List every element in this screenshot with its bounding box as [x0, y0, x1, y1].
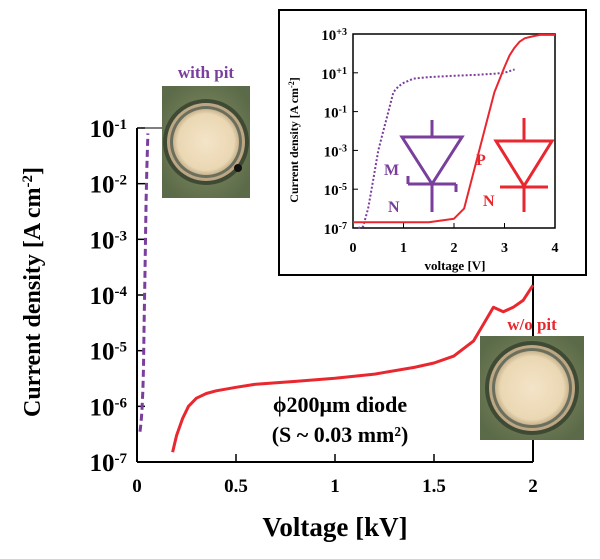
inset-x-axis-label: voltage [V]: [424, 258, 485, 273]
main-y-axis-label: Current density [A cm-2]: [20, 167, 46, 417]
y-tick-label: 10-5: [324, 182, 347, 200]
pit-defect-marker: [234, 164, 242, 172]
x-tick-label: 1.5: [422, 476, 446, 497]
y-tick-label: 10-4: [90, 283, 128, 310]
x-tick-label: 1: [330, 476, 340, 497]
series-line-without-pit: [171, 284, 535, 453]
x-tick-label: 3: [501, 241, 508, 256]
main-x-axis-label: Voltage [kV]: [262, 512, 407, 542]
x-tick-label: 0: [132, 476, 142, 497]
y-tick-label: 10+3: [321, 27, 347, 45]
with-pit-label: with pit: [178, 63, 235, 82]
y-tick-label: 10-3: [90, 227, 128, 254]
y-tick-label: 10-7: [324, 221, 347, 239]
y-tick-label: 10-6: [90, 394, 128, 421]
x-tick-label: 0: [350, 241, 357, 256]
pn-bottom-label: N: [483, 193, 495, 210]
series-line-with-pit: [138, 133, 150, 432]
schottky-top-label: M: [384, 162, 399, 179]
y-tick-label: 10-5: [90, 339, 128, 366]
series-line-without-pit: [353, 33, 555, 224]
y-tick-label: 10-1: [90, 116, 128, 143]
y-tick-label: 10-2: [90, 172, 128, 199]
pn-top-label: P: [476, 152, 486, 169]
pn-diode-symbol: [493, 118, 555, 212]
main-plot: 10-1 10-2 10-3 10-4 10-5 10-6 10-7 0 0.5 1 1.5 2 V…: [20, 63, 584, 542]
x-tick-label: 1: [400, 241, 407, 256]
y-tick-label: 10+1: [321, 65, 347, 83]
diode-size-label: ϕ200μm diode: [273, 392, 408, 417]
x-tick-label: 2: [451, 241, 458, 256]
schottky-diode-symbol: [399, 120, 465, 212]
without-pit-label: w/o pit: [507, 315, 557, 334]
x-tick-label: 2: [528, 476, 538, 497]
y-tick-label: 10-3: [324, 143, 347, 161]
y-tick-label: 10-1: [324, 104, 347, 122]
x-tick-label: 0.5: [224, 476, 248, 497]
with-pit-photo: [162, 86, 250, 198]
diode-area-label: (S ~ 0.03 mm²): [272, 422, 409, 447]
schottky-bottom-label: N: [388, 199, 400, 216]
without-pit-photo: [480, 336, 584, 440]
y-tick-label: 10-7: [90, 450, 128, 477]
inset-plot: 10+3 10+1 10-1 10-3 10-5 10-7 0 1 2 3 4 voltage […: [278, 9, 587, 276]
x-tick-label: 4: [552, 241, 559, 256]
inset-y-axis-label: Current density [A cm-2]: [287, 77, 302, 202]
